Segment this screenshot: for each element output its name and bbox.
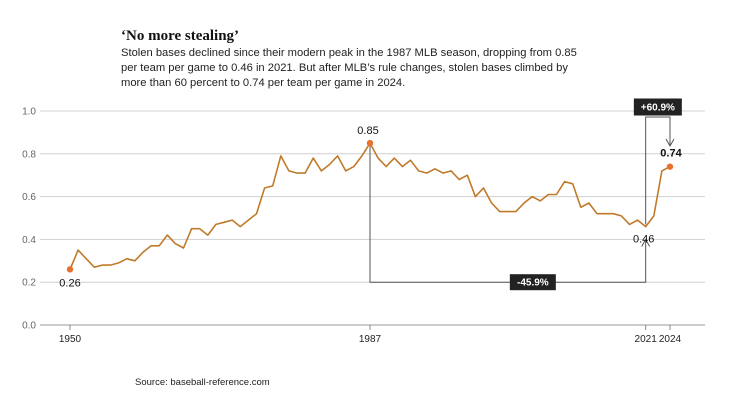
point-label: 0.85 — [357, 125, 378, 137]
point-label: 0.26 — [59, 277, 80, 289]
annotation-label: -45.9% — [517, 278, 549, 289]
x-axis-ticks: 1950 1987 2021 2024 — [59, 325, 682, 345]
chart-title: ‘No more stealing’ — [121, 28, 240, 44]
highlight-point — [366, 139, 374, 147]
annotation-label: +60.9% — [641, 103, 675, 114]
point-labels: 0.26 0.85 0.46 0.74 — [59, 125, 682, 289]
annotation-box: -45.9% — [509, 274, 556, 291]
x-tick-label: 2021 — [635, 334, 658, 345]
source-note: Source: baseball-reference.com — [135, 377, 270, 388]
decline-arrowhead — [641, 238, 651, 247]
chart-subtitle: Stolen bases declined since their modern… — [121, 47, 577, 89]
annotation-connectors — [369, 116, 675, 283]
y-axis-ticks: 0.0 0.2 0.4 0.6 0.8 1.0 — [22, 107, 36, 332]
point-label: 0.46 — [633, 234, 654, 246]
annotation-box-bg — [509, 274, 556, 291]
increase-connector — [645, 116, 671, 225]
x-tick-label: 2024 — [659, 334, 682, 345]
x-tick-label: 1950 — [59, 334, 82, 345]
increase-arrowhead — [665, 138, 675, 148]
highlight-point — [66, 266, 74, 273]
y-tick-label: 1.0 — [22, 107, 36, 118]
y-tick-label: 0.2 — [22, 278, 36, 289]
annotation-box-bg — [633, 98, 682, 116]
x-tick-label: 1987 — [359, 334, 382, 345]
annotation-box: +60.9% — [633, 98, 682, 116]
decline-connector — [369, 143, 647, 283]
highlight-points — [66, 139, 674, 273]
annotation-boxes: -45.9% +60.9% — [509, 98, 682, 291]
highlight-point — [666, 163, 674, 170]
y-tick-label: 0.4 — [22, 235, 36, 246]
y-tick-label: 0.6 — [22, 192, 36, 203]
point-label: 0.74 — [660, 148, 682, 160]
y-tick-label: 0.8 — [22, 149, 36, 160]
y-tick-label: 0.0 — [22, 321, 36, 332]
